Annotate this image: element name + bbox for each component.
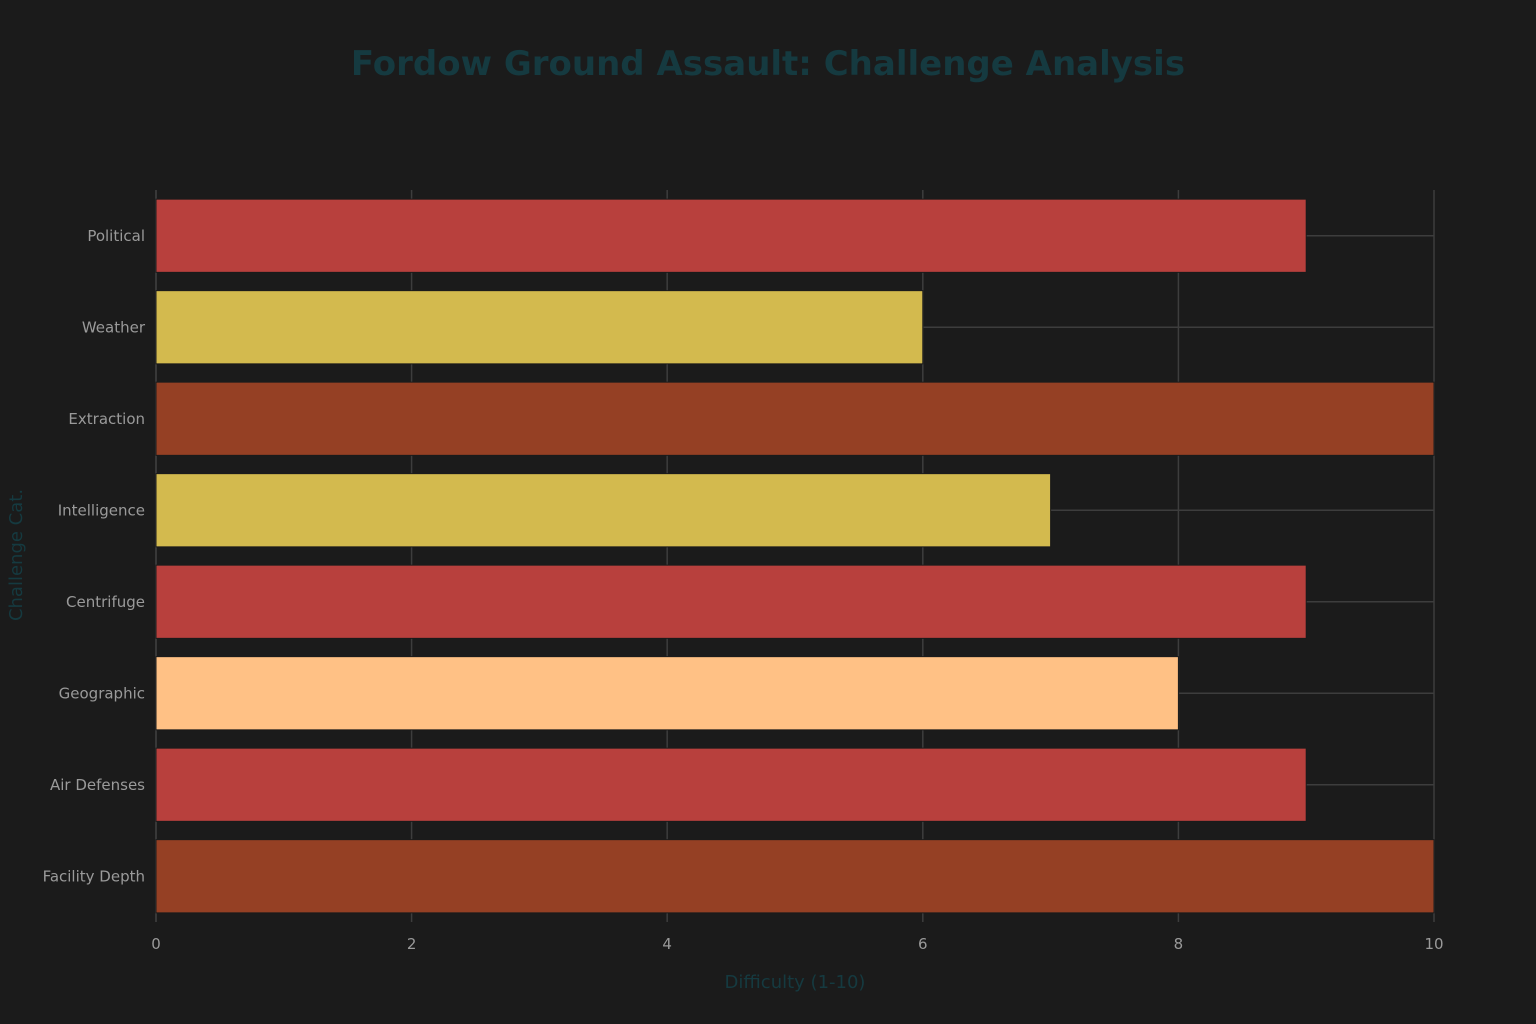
y-axis-ticks: Facility Depth Air Defenses Geographic Cent… xyxy=(43,227,146,886)
y-tick-label: Geographic xyxy=(59,684,145,702)
y-tick-label: Centrifuge xyxy=(66,593,145,611)
bar[interactable] xyxy=(155,839,1435,914)
bar[interactable] xyxy=(155,747,1307,822)
y-tick-label: Air Defenses xyxy=(50,776,145,794)
bar[interactable] xyxy=(155,473,1052,548)
bars-layer xyxy=(155,198,1435,914)
chart-title: Fordow Ground Assault: Challenge Analysi… xyxy=(351,44,1185,84)
x-tick-label: 6 xyxy=(918,935,928,953)
x-tick-label: 0 xyxy=(151,935,161,953)
y-tick-label: Facility Depth xyxy=(43,867,145,885)
y-axis-title: Challenge Cat. xyxy=(6,489,27,621)
y-tick-label: Political xyxy=(87,227,145,245)
bar[interactable] xyxy=(155,656,1179,731)
x-tick-label: 2 xyxy=(407,935,417,953)
bar[interactable] xyxy=(155,381,1435,456)
x-axis-title: Difficulty (1-10) xyxy=(725,972,866,993)
x-tick-label: 10 xyxy=(1424,935,1443,953)
y-tick-label: Intelligence xyxy=(58,501,145,519)
bar[interactable] xyxy=(155,198,1307,273)
x-axis-ticks: 0 2 4 6 8 10 xyxy=(151,935,1443,953)
y-tick-label: Extraction xyxy=(68,410,145,428)
x-tick-label: 8 xyxy=(1174,935,1184,953)
bar[interactable] xyxy=(155,290,924,365)
y-tick-label: Weather xyxy=(82,318,146,336)
x-tick-label: 4 xyxy=(662,935,672,953)
bar[interactable] xyxy=(155,564,1307,639)
